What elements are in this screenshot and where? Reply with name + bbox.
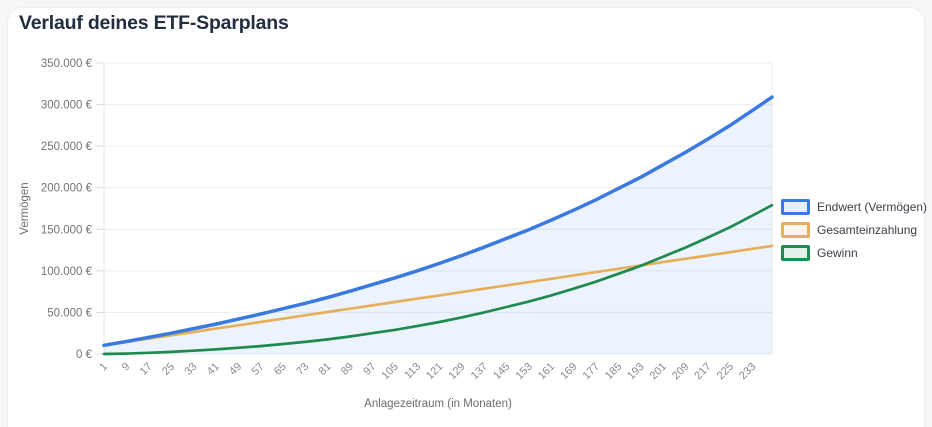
y-tick-label: 150.000 € [41,224,93,236]
plot-area[interactable] [104,63,772,354]
y-tick-label: 300.000 € [41,100,93,112]
x-tick-label: 81 [317,361,334,378]
y-tick-label: 250.000 € [41,141,93,153]
y-tick-label: 350.000 € [41,58,93,70]
series-line-endwert-verm-gen [102,95,774,348]
x-tick-label: 129 [446,361,467,382]
legend-label-endwert: Endwert (Vermögen) [817,200,928,214]
x-tick-label: 97 [361,361,378,378]
x-tick-label: 73 [294,361,311,378]
x-tick-label: 137 [469,361,490,382]
x-tick-label: 217 [692,361,713,382]
legend-label-gesamteinzahlung: Gesamteinzahlung [817,223,918,237]
x-tick-label: 201 [648,361,669,382]
legend-item-gewinn[interactable]: Gewinn [781,242,927,264]
series-line-gesamteinzahlung [102,244,774,347]
x-tick-label: 113 [402,361,423,382]
x-tick-label: 233 [737,361,758,382]
legend-swatch-endwert [781,199,810,215]
y-tick-label: 50.000 € [47,307,92,319]
x-tick-label: 225 [715,361,736,382]
x-tick-label: 177 [581,361,602,382]
x-tick-label: 25 [160,361,177,378]
legend-item-endwert[interactable]: Endwert (Vermögen) [781,196,927,218]
x-tick-label: 193 [625,361,646,382]
y-tick-label: 100.000 € [41,266,93,278]
y-axis-title: Vermögen [19,182,31,234]
y-tick-label: 0 € [76,349,93,361]
chart-card [8,8,924,427]
x-tick-label: 9 [120,361,133,374]
legend: Endwert (Vermögen) Gesamteinzahlung Gewi… [781,196,927,264]
x-tick-label: 209 [670,361,691,382]
legend-label-gewinn: Gewinn [817,246,858,260]
chart-title: Verlauf deines ETF-Sparplans [19,12,289,34]
x-tick-label: 105 [379,361,400,382]
x-tick-label: 65 [272,361,289,378]
x-tick-label: 57 [249,361,266,378]
series-line-gewinn [102,203,774,356]
x-tick-label: 121 [424,361,445,382]
area-fill-endwert [104,97,772,354]
legend-swatch-gewinn [781,245,810,261]
x-tick-label: 153 [513,361,534,382]
x-tick-label: 169 [558,361,579,382]
x-tick-label: 185 [603,361,624,382]
x-tick-label: 17 [138,361,155,378]
x-tick-label: 161 [536,361,557,382]
x-tick-label: 49 [227,361,244,378]
x-tick-label: 145 [491,361,512,382]
x-axis-title: Anlagezeitraum (in Monaten) [364,398,512,410]
legend-swatch-gesamteinzahlung [781,222,810,238]
x-tick-label: 1 [97,361,110,374]
y-tick-label: 200.000 € [41,183,93,195]
x-tick-label: 89 [339,361,356,378]
x-tick-label: 33 [182,361,199,378]
x-tick-label: 41 [205,361,222,378]
legend-item-gesamteinzahlung[interactable]: Gesamteinzahlung [781,219,927,241]
